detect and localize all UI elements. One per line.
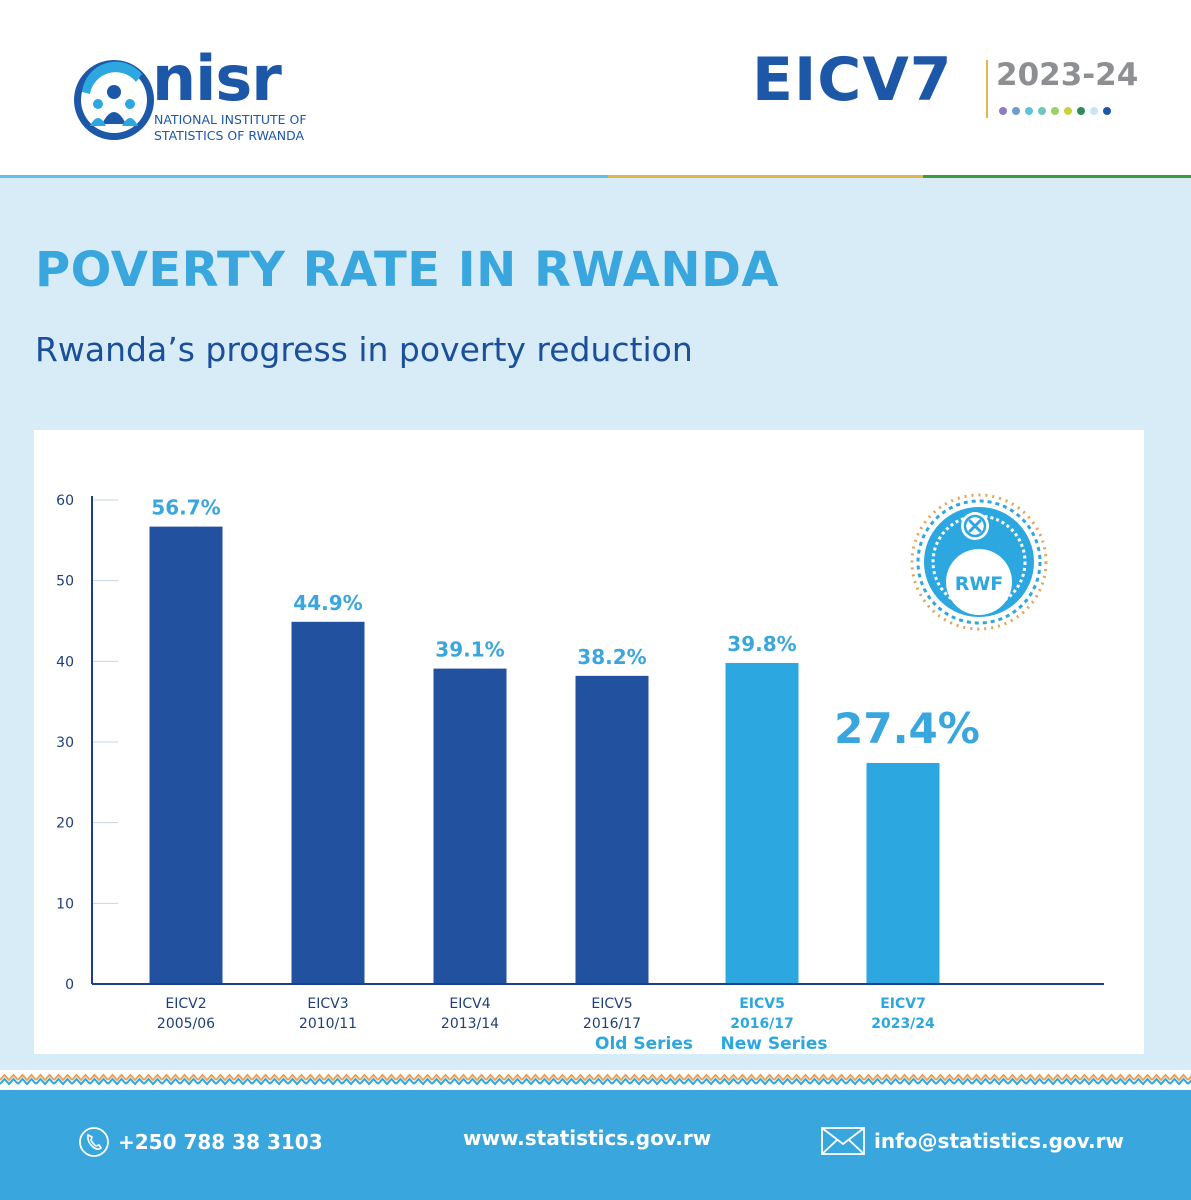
- header: nisr NATIONAL INSTITUTE OF STATISTICS OF…: [0, 0, 1191, 178]
- survey-dot: [1090, 107, 1098, 115]
- data-label: 44.9%: [293, 591, 362, 615]
- y-axis-ticks: 0 10 20 30 40 50 60: [56, 493, 118, 993]
- x-tick-label: EICV7: [880, 996, 926, 1012]
- bar-eicv4-old: [433, 668, 507, 984]
- survey-dot: [999, 107, 1007, 115]
- data-label: 56.7%: [151, 496, 220, 520]
- x-tick-period: 2016/17: [583, 1016, 641, 1032]
- bar-eicv5-new: [725, 662, 799, 984]
- bar-eicv5-old: [575, 675, 649, 984]
- survey-dot: [1103, 107, 1111, 115]
- survey-dot: [1064, 107, 1072, 115]
- y-tick-label: 50: [56, 574, 74, 590]
- header-line-segment: [923, 175, 1191, 178]
- logo-subtitle-line1: NATIONAL INSTITUTE OF: [154, 112, 307, 127]
- bars: [149, 526, 940, 984]
- survey-dot: [1051, 107, 1059, 115]
- phone-number: +250 788 38 3103: [118, 1130, 323, 1154]
- email-address: info@statistics.gov.rw: [874, 1129, 1124, 1153]
- logo-wordmark: nisr: [152, 42, 282, 115]
- page-title: POVERTY RATE IN RWANDA: [35, 242, 780, 298]
- x-tick-label: EICV2: [165, 996, 206, 1012]
- nisr-logo-icon: [74, 60, 154, 140]
- survey-years: 2023-24: [996, 57, 1139, 93]
- logo-subtitle: NATIONAL INSTITUTE OF STATISTICS OF RWAN…: [154, 112, 307, 144]
- phone-icon: [79, 1127, 109, 1157]
- x-tick-period: 2023/24: [871, 1016, 935, 1032]
- survey-divider: [986, 60, 988, 118]
- website-url: www.statistics.gov.rw: [463, 1126, 712, 1150]
- survey-dot: [1038, 107, 1046, 115]
- survey-name: EICV7: [752, 45, 953, 115]
- envelope-icon: [821, 1127, 865, 1155]
- survey-dots: [999, 107, 1111, 117]
- y-tick-label: 60: [56, 493, 74, 509]
- x-tick-label: EICV5: [591, 996, 632, 1012]
- poverty-chart: 0 10 20 30 40 50 60 56.7% EICV2 2005/06 44.9% EICV…: [56, 493, 1104, 1054]
- data-label: 27.4%: [834, 704, 980, 753]
- survey-dot: [1012, 107, 1020, 115]
- x-tick-period: 2013/14: [441, 1016, 499, 1032]
- labels: 56.7% EICV2 2005/06 44.9% EICV3 2010/11 39.1% E…: [151, 496, 980, 1054]
- bar-eicv2-old: [149, 526, 223, 984]
- data-label: 39.1%: [435, 638, 504, 662]
- header-line-segment: [608, 175, 923, 178]
- rwf-label: RWF: [955, 573, 1004, 595]
- survey-dot: [1025, 107, 1033, 115]
- x-tick-period: 2016/17: [730, 1016, 794, 1032]
- chart-card: 0 10 20 30 40 50 60 56.7% EICV2 2005/06 44.9% EICV…: [34, 430, 1144, 1054]
- bar-eicv3-old: [291, 621, 365, 984]
- footer-website-link[interactable]: www.statistics.gov.rw: [463, 1126, 711, 1150]
- data-label: 39.8%: [727, 632, 796, 656]
- group-label-new: New Series: [720, 1034, 827, 1054]
- x-tick-label: EICV3: [307, 996, 348, 1012]
- y-tick-label: 40: [56, 654, 74, 670]
- y-tick-label: 30: [56, 735, 74, 751]
- y-tick-label: 20: [56, 816, 74, 832]
- y-tick-label: 0: [65, 977, 74, 993]
- x-tick-label: EICV5: [739, 996, 785, 1012]
- axes: [91, 496, 1104, 985]
- decorative-pattern-band: [0, 1070, 1191, 1090]
- header-accent-line: [0, 175, 1191, 178]
- x-tick-label: EICV4: [449, 996, 490, 1012]
- y-tick-label: 10: [56, 896, 74, 912]
- x-tick-period: 2005/06: [157, 1016, 215, 1032]
- group-label-old: Old Series: [595, 1034, 693, 1054]
- main-panel: POVERTY RATE IN RWANDA Rwanda’s progress…: [0, 178, 1191, 1070]
- survey-dot: [1077, 107, 1085, 115]
- footer-email-link[interactable]: info@statistics.gov.rw: [820, 1126, 1124, 1156]
- x-tick-period: 2010/11: [299, 1016, 357, 1032]
- rwf-coin-icon: RWF: [910, 493, 1048, 631]
- logo-subtitle-line2: STATISTICS OF RWANDA: [154, 128, 305, 143]
- data-label: 38.2%: [577, 645, 646, 669]
- bar-eicv7-new: [866, 762, 940, 984]
- page-subtitle: Rwanda’s progress in poverty reduction: [35, 330, 693, 369]
- header-line-segment: [0, 175, 608, 178]
- footer: +250 788 38 3103 www.statistics.gov.rw i…: [0, 1090, 1191, 1200]
- footer-phone[interactable]: +250 788 38 3103: [78, 1126, 323, 1158]
